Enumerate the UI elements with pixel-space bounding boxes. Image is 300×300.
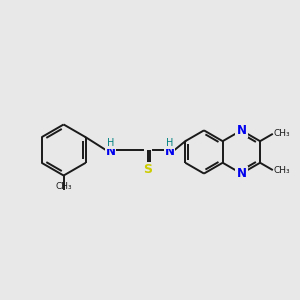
Text: S: S [143, 163, 152, 176]
Text: N: N [165, 146, 175, 158]
Text: N: N [236, 124, 246, 137]
Text: CH₃: CH₃ [274, 129, 290, 138]
Text: N: N [106, 146, 116, 158]
Text: H: H [107, 138, 114, 148]
Text: CH₃: CH₃ [55, 182, 72, 191]
Text: CH₃: CH₃ [274, 166, 290, 175]
Text: N: N [236, 167, 246, 180]
Text: H: H [166, 138, 173, 148]
